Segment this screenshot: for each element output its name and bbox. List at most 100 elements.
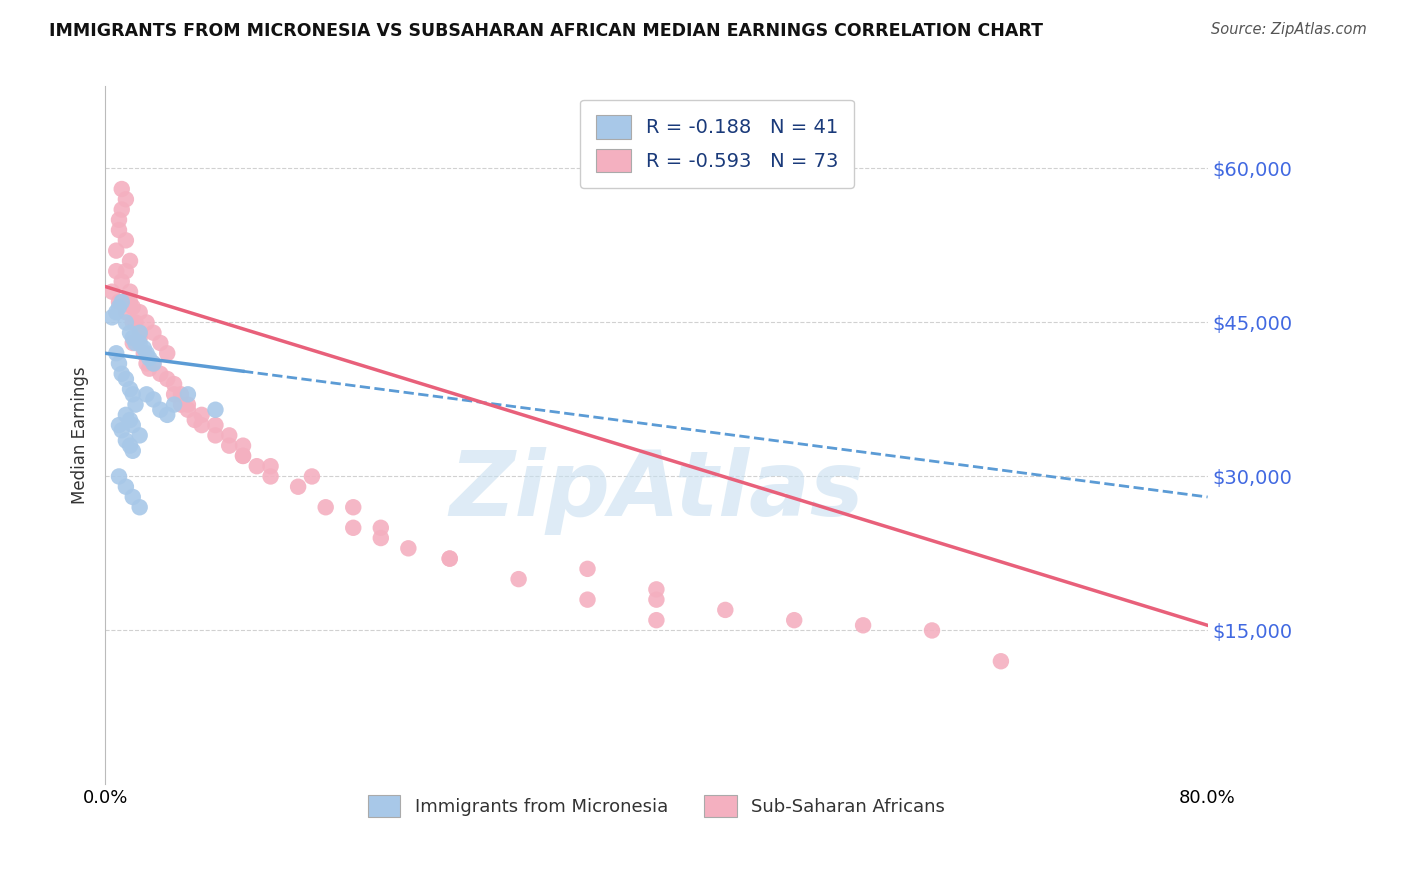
Point [163, 387, 186, 401]
Point [439, 551, 461, 566]
Point [101, 285, 124, 299]
Point [108, 300, 131, 314]
Point [232, 449, 254, 463]
Point [342, 500, 364, 515]
Point [118, 382, 141, 396]
Text: Source: ZipAtlas.com: Source: ZipAtlas.com [1211, 22, 1367, 37]
Point [115, 408, 138, 422]
Point [128, 326, 150, 340]
Point [121, 418, 143, 433]
Point [108, 418, 131, 433]
Point [111, 274, 134, 288]
Point [508, 572, 530, 586]
Point [105, 346, 128, 360]
Point [135, 357, 157, 371]
Point [108, 294, 131, 309]
Point [156, 408, 179, 422]
Point [132, 346, 155, 360]
Point [121, 443, 143, 458]
Point [118, 439, 141, 453]
Point [218, 428, 240, 442]
Point [163, 377, 186, 392]
Point [246, 459, 269, 474]
Point [301, 469, 323, 483]
Point [105, 244, 128, 258]
Point [315, 500, 337, 515]
Point [142, 326, 165, 340]
Point [135, 387, 157, 401]
Legend: Immigrants from Micronesia, Sub-Saharan Africans: Immigrants from Micronesia, Sub-Saharan … [360, 788, 952, 824]
Point [135, 346, 157, 360]
Point [142, 392, 165, 407]
Point [132, 341, 155, 355]
Point [108, 212, 131, 227]
Point [142, 357, 165, 371]
Point [118, 253, 141, 268]
Point [105, 264, 128, 278]
Point [118, 413, 141, 427]
Point [108, 357, 131, 371]
Point [204, 428, 226, 442]
Text: IMMIGRANTS FROM MICRONESIA VS SUBSAHARAN AFRICAN MEDIAN EARNINGS CORRELATION CHA: IMMIGRANTS FROM MICRONESIA VS SUBSAHARAN… [49, 22, 1043, 40]
Point [108, 223, 131, 237]
Point [101, 310, 124, 325]
Point [149, 367, 172, 381]
Point [111, 182, 134, 196]
Point [170, 387, 193, 401]
Point [204, 402, 226, 417]
Point [115, 305, 138, 319]
Point [118, 326, 141, 340]
Point [105, 305, 128, 319]
Point [218, 439, 240, 453]
Point [115, 480, 138, 494]
Point [232, 439, 254, 453]
Point [370, 531, 392, 545]
Point [118, 285, 141, 299]
Point [108, 469, 131, 483]
Point [138, 361, 160, 376]
Point [111, 423, 134, 437]
Point [149, 336, 172, 351]
Point [170, 398, 193, 412]
Point [115, 264, 138, 278]
Point [128, 326, 150, 340]
Point [921, 624, 943, 638]
Point [645, 613, 668, 627]
Point [128, 500, 150, 515]
Point [128, 305, 150, 319]
Point [232, 449, 254, 463]
Point [124, 398, 146, 412]
Point [184, 413, 207, 427]
Point [128, 331, 150, 345]
Text: ZipAtlas: ZipAtlas [449, 447, 863, 535]
Point [121, 331, 143, 345]
Point [204, 418, 226, 433]
Point [128, 336, 150, 351]
Point [124, 316, 146, 330]
Point [115, 192, 138, 206]
Point [370, 521, 392, 535]
Point [645, 582, 668, 597]
Point [990, 654, 1012, 668]
Point [115, 316, 138, 330]
Point [121, 316, 143, 330]
Point [852, 618, 875, 632]
Point [439, 551, 461, 566]
Point [111, 202, 134, 217]
Point [396, 541, 419, 556]
Point [783, 613, 806, 627]
Point [115, 434, 138, 448]
Point [190, 408, 212, 422]
Point [156, 372, 179, 386]
Point [121, 336, 143, 351]
Y-axis label: Median Earnings: Median Earnings [72, 367, 89, 504]
Point [287, 480, 309, 494]
Point [576, 592, 599, 607]
Point [121, 490, 143, 504]
Point [138, 351, 160, 366]
Point [342, 521, 364, 535]
Point [142, 357, 165, 371]
Point [118, 294, 141, 309]
Point [714, 603, 737, 617]
Point [190, 418, 212, 433]
